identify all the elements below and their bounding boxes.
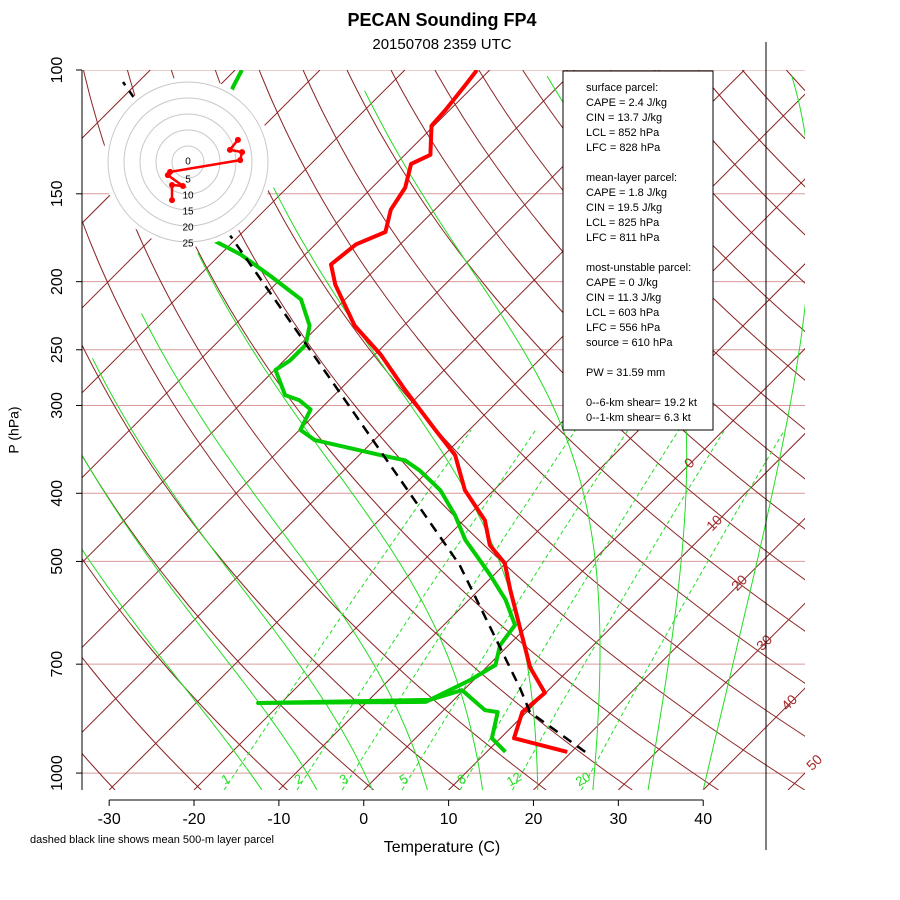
hodograph-ring: [171, 145, 205, 179]
info-text: LFC = 828 hPa: [586, 142, 661, 154]
parcel-line: [121, 81, 586, 753]
chart-title: PECAN Sounding FP4: [348, 10, 537, 30]
x-tick-label: 10: [440, 811, 458, 828]
hodograph-point: [237, 157, 244, 164]
moist-adiabat: [364, 90, 601, 790]
isotherm: [193, 178, 805, 790]
x-tick-label: -20: [182, 811, 205, 828]
isotherm: [82, 70, 575, 564]
hodograph-ring-label: 5: [185, 175, 191, 186]
x-tick-label: 30: [609, 811, 627, 828]
info-text: 0--1-km shear= 6.3 kt: [586, 412, 691, 424]
info-text: mean-layer parcel:: [586, 172, 677, 184]
x-tick-label: 0: [359, 811, 368, 828]
isotherm: [448, 432, 805, 790]
moist-adiabat: [82, 548, 263, 790]
y-tick-label: 150: [49, 180, 66, 207]
info-text: CAPE = 2.4 J/kg: [586, 97, 667, 109]
info-text: CAPE = 0 J/kg: [586, 277, 658, 289]
dry-adiabat: [82, 557, 288, 790]
mixing-ratio-line: [459, 429, 680, 790]
hodograph-ring-label: 25: [182, 239, 194, 250]
x-tick-label: -30: [98, 811, 121, 828]
mixing-ratio-label: 12: [504, 769, 524, 789]
y-tick-label: 400: [49, 480, 66, 507]
dry-adiabat: [82, 219, 547, 790]
mixing-ratio-line: [296, 429, 537, 790]
hodograph-ring-label: 10: [182, 191, 194, 202]
info-text: LCL = 825 hPa: [586, 217, 660, 229]
hodograph-ring-label: 0: [185, 157, 191, 168]
hodograph-point: [226, 146, 233, 153]
mixing-ratio-label: 20: [573, 769, 593, 789]
hodograph-ring: [107, 81, 269, 243]
info-text: CIN = 11.3 J/kg: [586, 292, 661, 304]
hodograph-point: [169, 197, 175, 204]
y-tick-label: 250: [49, 336, 66, 363]
info-text: LCL = 852 hPa: [586, 127, 660, 139]
info-text: LCL = 603 hPa: [586, 307, 660, 319]
hodograph-point: [169, 182, 175, 189]
hodograph-point: [234, 136, 241, 143]
footnote: dashed black line shows mean 500-m layer…: [30, 834, 274, 846]
info-text: LFC = 556 hPa: [586, 322, 661, 334]
y-tick-label: 100: [49, 57, 66, 84]
info-text: CAPE = 1.8 J/kg: [586, 187, 667, 199]
info-text: source = 610 hPa: [586, 337, 673, 349]
info-box: [562, 70, 714, 431]
dry-adiabat: [302, 70, 805, 632]
profile-line: [329, 70, 568, 754]
hodograph-ring-label: 20: [182, 223, 194, 234]
x-tick-label: 20: [525, 811, 543, 828]
x-tick-label: -10: [267, 811, 290, 828]
profile-line: [202, 70, 517, 754]
moist-adiabat: [702, 75, 805, 790]
dry-adiabat: [82, 343, 461, 790]
y-tick-label: 300: [49, 392, 66, 419]
moist-adiabat: [197, 252, 484, 790]
isotherm: [82, 70, 491, 479]
hodograph-point: [179, 183, 186, 189]
y-tick-label: 700: [49, 651, 66, 678]
info-text: CIN = 13.7 J/kg: [586, 112, 662, 124]
info-text: 0--6-km shear= 19.2 kt: [586, 397, 697, 409]
hodograph-point: [239, 149, 246, 156]
dry-adiabat: [82, 656, 202, 790]
mixing-ratio-line: [223, 429, 472, 790]
info-text: most-unstable parcel:: [586, 262, 691, 274]
moist-adiabat: [82, 454, 318, 790]
y-tick-label: 1000: [49, 755, 66, 791]
isotherm: [617, 602, 805, 790]
info-text: PW = 31.59 mm: [586, 367, 665, 379]
dry-adiabat: [654, 70, 805, 236]
isotherm: [533, 517, 805, 790]
hodograph-ring: [155, 129, 221, 195]
y-tick-label: 200: [49, 268, 66, 295]
dry-adiabat: [82, 454, 374, 790]
mixing-ratio-line: [341, 429, 576, 790]
mixing-ratio-line: [580, 429, 786, 790]
moist-adiabat: [141, 313, 428, 790]
chart-subtitle: 20150708 2359 UTC: [372, 36, 511, 53]
moist-adiabat: [91, 357, 373, 790]
profiles: [121, 70, 586, 754]
hodograph-ring: [123, 97, 253, 227]
y-axis-label: P (hPa): [6, 406, 22, 453]
hodograph-background: [103, 77, 273, 247]
dry-adiabat: [258, 70, 805, 684]
x-axis-label: Temperature (C): [384, 839, 500, 856]
info-text: LFC = 811 hPa: [586, 232, 660, 244]
hodograph-point: [167, 168, 174, 175]
y-tick-label: 500: [49, 548, 66, 575]
dry-adiabat: [434, 70, 805, 480]
x-tick-label: 40: [694, 811, 712, 828]
info-text: surface parcel:: [586, 82, 658, 94]
isotherm: [82, 70, 406, 394]
hodograph-ring-label: 15: [182, 207, 194, 218]
mixing-ratio-line: [401, 429, 629, 790]
info-text: CIN = 19.5 J/kg: [586, 202, 662, 214]
